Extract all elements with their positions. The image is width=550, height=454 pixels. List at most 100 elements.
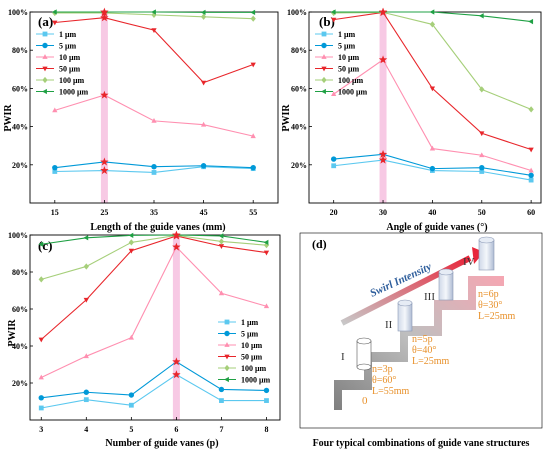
data-point-1um bbox=[128, 402, 134, 408]
legend-label: 10 μm bbox=[241, 341, 263, 350]
step-4-roman: IV bbox=[463, 256, 475, 268]
data-point-10um bbox=[52, 107, 58, 113]
step-3-roman: III bbox=[424, 291, 435, 303]
data-point-10um bbox=[151, 117, 157, 123]
series-line-50um bbox=[333, 11, 532, 151]
step-1-param-0: n=3p bbox=[372, 364, 393, 375]
panel-a-xlabel: Length of the guide vanes (mm) bbox=[90, 222, 225, 233]
legend-marker bbox=[321, 42, 327, 49]
data-point-1um bbox=[219, 398, 224, 403]
x-tick-label: 3 bbox=[39, 425, 43, 434]
data-point-10um bbox=[83, 353, 89, 359]
x-tick-label: 5 bbox=[129, 425, 133, 434]
step-2-param-0: n=5p bbox=[412, 334, 433, 345]
star-point-1um bbox=[100, 166, 109, 175]
y-tick-label: 20% bbox=[12, 379, 28, 388]
data-point-1000um bbox=[250, 9, 256, 16]
series-line-50um bbox=[40, 235, 267, 340]
series-line-10um bbox=[333, 58, 532, 172]
step-0-label: 0 bbox=[362, 395, 368, 407]
legend-marker bbox=[42, 54, 48, 59]
panel-d-caption: Four typical combinations of guide vane … bbox=[313, 438, 530, 449]
data-point-5um bbox=[429, 165, 436, 172]
data-point-10um bbox=[38, 374, 44, 380]
plot-frame bbox=[29, 234, 281, 421]
x-tick-label: 8 bbox=[264, 425, 268, 434]
series-line-10um bbox=[41, 246, 267, 378]
panel-d-label: (d) bbox=[312, 237, 327, 251]
data-point-100um bbox=[250, 15, 256, 22]
data-point-50um bbox=[429, 86, 436, 92]
data-point-5um bbox=[38, 395, 44, 401]
data-point-100um bbox=[151, 11, 157, 18]
series-line-1um bbox=[41, 374, 267, 409]
data-point-50um bbox=[200, 80, 207, 86]
y-tick-label: 20% bbox=[12, 161, 28, 170]
data-point-100um bbox=[528, 106, 534, 113]
star-point-1000um bbox=[172, 230, 181, 239]
panel-d: (d) Swirl Intensity 0 I n=3p θ=60° L=55m… bbox=[299, 232, 543, 449]
data-point-1um bbox=[264, 398, 269, 403]
step-4-param-1: θ=30° bbox=[478, 300, 502, 311]
data-point-5um bbox=[330, 156, 337, 162]
y-tick-label: 40% bbox=[12, 342, 28, 351]
data-point-50um bbox=[528, 147, 534, 153]
legend-marker bbox=[321, 54, 327, 59]
panel-c-xlabel: Number of guide vanes (p) bbox=[105, 438, 218, 449]
legend-marker bbox=[42, 42, 48, 49]
legend-marker bbox=[42, 66, 48, 72]
y-tick-label: 80% bbox=[12, 46, 28, 55]
legend-label: 1000 μm bbox=[241, 376, 271, 385]
cylinder-4 bbox=[478, 236, 495, 271]
panel-a-ylabel: PWIR bbox=[3, 104, 14, 132]
data-point-50um bbox=[479, 131, 485, 137]
data-point-1um bbox=[479, 169, 485, 174]
series-line-100um bbox=[41, 234, 267, 280]
legend-marker bbox=[224, 354, 230, 360]
panel-c-ylabel: PWIR bbox=[7, 319, 18, 347]
data-point-10um bbox=[200, 121, 207, 127]
panel-c-label: (c) bbox=[38, 238, 52, 253]
star-point-1000um bbox=[100, 7, 109, 16]
cylinder-1 bbox=[356, 337, 372, 371]
data-point-10um bbox=[429, 145, 436, 151]
data-point-1000um bbox=[263, 239, 269, 246]
data-point-50um bbox=[218, 244, 225, 249]
panel-b-xlabel: Angle of guide vanes (°) bbox=[386, 222, 487, 233]
data-point-100um bbox=[263, 242, 270, 249]
star-point-5um bbox=[172, 357, 181, 366]
x-tick-label: 4 bbox=[84, 425, 88, 434]
data-point-1000um bbox=[51, 9, 57, 15]
data-point-50um bbox=[263, 250, 270, 256]
step-2-roman: II bbox=[385, 319, 393, 331]
data-point-5um bbox=[200, 163, 207, 169]
panel-a: (a) PWIR Length of the guide vanes (mm) … bbox=[3, 7, 279, 233]
data-point-100um bbox=[200, 13, 207, 20]
data-point-1000um bbox=[200, 9, 206, 16]
legend-label: 5 μm bbox=[59, 42, 77, 51]
y-tick-label: 40% bbox=[12, 123, 28, 132]
legend-marker bbox=[321, 88, 326, 95]
x-tick-label: 25 bbox=[100, 208, 108, 217]
data-point-100um bbox=[479, 86, 485, 93]
legend-label: 10 μm bbox=[59, 53, 81, 62]
data-point-1um bbox=[52, 169, 58, 174]
star-point-1um bbox=[378, 155, 388, 164]
legend-label: 1000 μm bbox=[338, 88, 368, 97]
data-point-1um bbox=[38, 405, 44, 411]
data-point-1000um bbox=[151, 9, 156, 15]
legend-label: 1 μm bbox=[59, 30, 77, 39]
panel-a-label: (a) bbox=[38, 14, 53, 29]
x-tick-label: 35 bbox=[150, 208, 158, 217]
data-point-100um bbox=[429, 21, 436, 28]
x-tick-label: 30 bbox=[379, 208, 387, 217]
data-point-1um bbox=[331, 163, 337, 169]
legend-marker bbox=[224, 342, 230, 347]
y-tick-label: 20% bbox=[291, 161, 307, 170]
legend-label: 1 μm bbox=[338, 30, 356, 39]
y-tick-label: 40% bbox=[291, 123, 307, 132]
data-point-50um bbox=[83, 297, 89, 303]
data-point-10um bbox=[528, 167, 534, 173]
legend-label: 5 μm bbox=[241, 330, 259, 339]
